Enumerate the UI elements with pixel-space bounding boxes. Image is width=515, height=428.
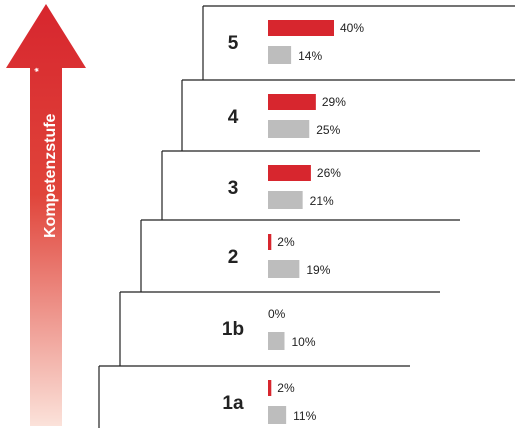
value-label-series-1: 29%: [322, 95, 346, 109]
bar-series-1: [268, 165, 311, 181]
level-row: 1b 0% 10%: [222, 307, 316, 350]
bar-series-2: [268, 120, 310, 138]
bar-series-1: [268, 20, 334, 36]
value-label-series-2: 14%: [298, 49, 322, 63]
level-rows: 5 40% 14% 4 29% 25% 3 26% 21% 2 2% 19% 1b 0% 10% 1a 2% 11…: [222, 20, 364, 424]
level-label: 1a: [222, 393, 244, 414]
value-label-series-2: 21%: [310, 194, 334, 208]
level-label: 1b: [222, 319, 244, 340]
level-row: 3 26% 21%: [228, 165, 341, 209]
bar-series-2: [268, 332, 285, 350]
level-label: 2: [228, 247, 239, 268]
value-label-series-1: 26%: [317, 166, 341, 180]
level-row: 5 40% 14%: [228, 20, 364, 64]
value-label-series-1: 0%: [268, 307, 286, 321]
value-label-series-2: 10%: [292, 335, 316, 349]
bar-series-1: [268, 380, 272, 396]
level-label: 3: [228, 178, 239, 199]
value-label-series-2: 19%: [306, 263, 330, 277]
y-axis-title-asterisk: *: [33, 67, 45, 72]
arrow-up-icon: [6, 4, 86, 426]
level-row: 1a 2% 11%: [222, 380, 317, 424]
level-label: 5: [228, 33, 239, 54]
bar-series-2: [268, 260, 300, 278]
level-row: 2 2% 19%: [228, 234, 331, 278]
bar-series-2: [268, 406, 287, 424]
competence-arrow: Kompetenzstufe *: [6, 4, 86, 426]
value-label-series-2: 11%: [293, 409, 316, 423]
bar-series-2: [268, 46, 292, 64]
value-label-series-2: 25%: [316, 123, 340, 137]
y-axis-title: Kompetenzstufe: [42, 113, 59, 238]
level-label: 4: [228, 107, 239, 128]
value-label-series-1: 40%: [340, 21, 364, 35]
bar-series-2: [268, 191, 303, 209]
staircase: [98, 5, 515, 428]
value-label-series-1: 2%: [277, 381, 295, 395]
bar-series-1: [268, 94, 316, 110]
level-row: 4 29% 25%: [228, 94, 346, 138]
bar-series-1: [268, 234, 272, 250]
value-label-series-1: 2%: [277, 235, 295, 249]
